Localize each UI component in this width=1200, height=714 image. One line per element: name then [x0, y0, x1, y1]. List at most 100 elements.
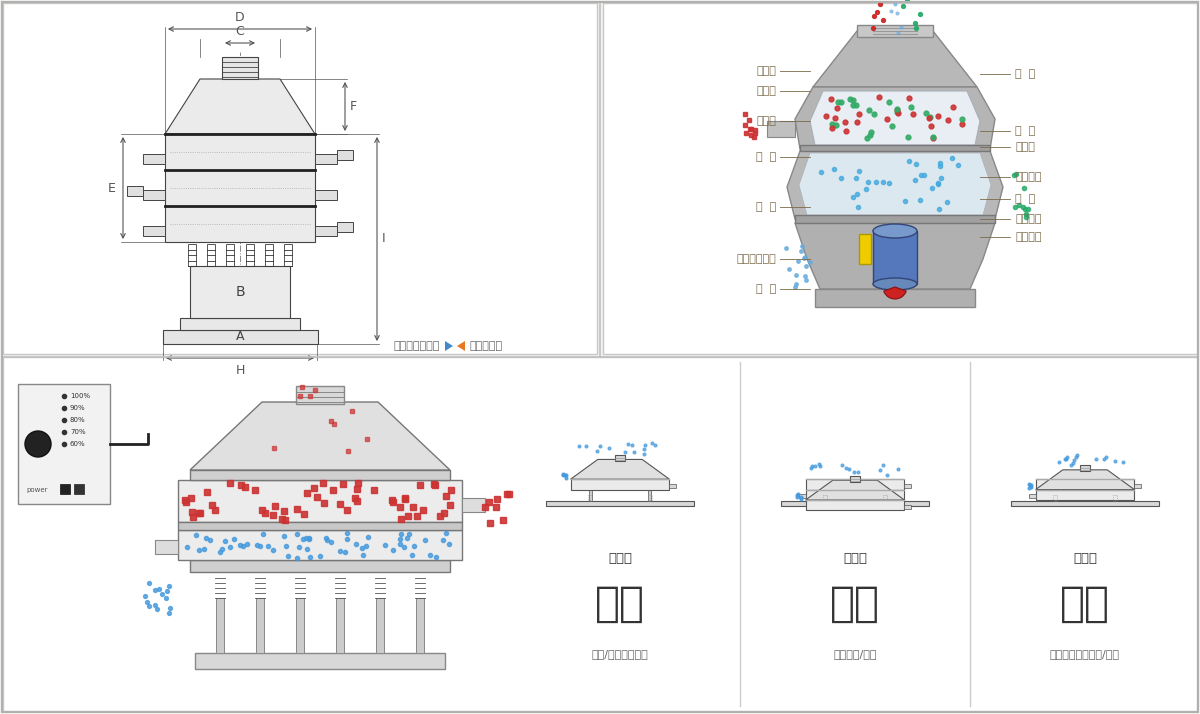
Bar: [178, 480, 462, 522]
Bar: [18, 384, 110, 504]
Polygon shape: [190, 402, 450, 470]
Bar: [155, 540, 178, 554]
Bar: [227, 244, 234, 266]
Bar: [337, 150, 353, 160]
Bar: [824, 490, 827, 501]
Bar: [614, 455, 625, 461]
Bar: [1114, 490, 1116, 501]
Text: 筛  盘: 筛 盘: [1015, 194, 1036, 204]
Bar: [166, 134, 314, 170]
Text: 加重块: 加重块: [1015, 142, 1034, 152]
Text: 单层式: 单层式: [608, 553, 632, 565]
Bar: [796, 215, 995, 223]
Polygon shape: [1036, 470, 1134, 490]
Bar: [246, 244, 253, 266]
Bar: [815, 289, 974, 307]
Text: 外形尺寸示意图: 外形尺寸示意图: [394, 341, 440, 351]
Bar: [2, 3, 598, 354]
Bar: [905, 505, 911, 509]
Bar: [314, 190, 337, 200]
Bar: [143, 154, 166, 164]
Polygon shape: [799, 153, 991, 215]
Text: 上部重锤: 上部重锤: [1015, 172, 1042, 182]
Bar: [194, 653, 445, 669]
Bar: [823, 495, 828, 500]
Polygon shape: [571, 459, 670, 479]
Bar: [857, 25, 934, 37]
Bar: [216, 598, 224, 653]
Bar: [462, 498, 485, 512]
Bar: [604, 3, 1198, 354]
Bar: [222, 57, 258, 79]
Bar: [1112, 495, 1117, 500]
Text: C: C: [235, 25, 245, 38]
Text: 出料口: 出料口: [756, 116, 776, 126]
Bar: [416, 598, 424, 653]
Text: F: F: [350, 100, 358, 113]
Bar: [859, 234, 871, 264]
Bar: [190, 560, 450, 572]
Text: 100%: 100%: [70, 393, 90, 399]
Polygon shape: [787, 151, 1003, 219]
Bar: [190, 266, 290, 318]
Polygon shape: [810, 91, 980, 145]
Bar: [805, 479, 905, 490]
Bar: [648, 490, 652, 501]
Bar: [60, 484, 70, 494]
Text: 除杂: 除杂: [1060, 583, 1110, 625]
Polygon shape: [805, 481, 905, 500]
Bar: [805, 500, 905, 511]
Text: B: B: [235, 285, 245, 299]
Text: 网  架: 网 架: [1015, 126, 1036, 136]
Text: 机  座: 机 座: [756, 284, 776, 294]
Bar: [178, 530, 462, 560]
Text: 去除液体中的颗粒/异物: 去除液体中的颗粒/异物: [1050, 649, 1120, 659]
Text: power: power: [26, 487, 48, 493]
Ellipse shape: [874, 224, 917, 238]
Bar: [180, 318, 300, 330]
Bar: [1030, 494, 1036, 498]
Bar: [284, 244, 292, 266]
Wedge shape: [883, 287, 906, 299]
Text: 60%: 60%: [70, 441, 85, 447]
Bar: [1036, 479, 1134, 490]
Bar: [1134, 484, 1141, 488]
Bar: [588, 495, 593, 500]
Bar: [1080, 465, 1091, 471]
Bar: [166, 206, 314, 242]
Bar: [314, 226, 337, 236]
Circle shape: [25, 431, 50, 457]
Bar: [805, 490, 905, 500]
Text: E: E: [108, 181, 116, 194]
Bar: [2, 357, 1198, 711]
Polygon shape: [166, 79, 314, 134]
Text: 筛  网: 筛 网: [1015, 69, 1036, 79]
Bar: [296, 386, 344, 404]
Bar: [800, 145, 990, 151]
Bar: [883, 490, 886, 501]
Bar: [670, 484, 676, 488]
Text: 三层式: 三层式: [842, 553, 866, 565]
Polygon shape: [457, 341, 466, 351]
Text: 弹  簧: 弹 簧: [756, 202, 776, 212]
Text: 双层式: 双层式: [1073, 553, 1097, 565]
Text: I: I: [382, 233, 385, 246]
Text: 束  环: 束 环: [756, 152, 776, 162]
Bar: [163, 330, 318, 344]
Bar: [648, 495, 652, 500]
Ellipse shape: [874, 278, 917, 290]
Text: 分级: 分级: [595, 583, 646, 625]
Bar: [799, 494, 805, 498]
Bar: [190, 470, 450, 480]
Bar: [336, 598, 344, 653]
Bar: [1054, 490, 1057, 501]
Bar: [188, 244, 196, 266]
Bar: [314, 154, 337, 164]
Bar: [1010, 501, 1159, 506]
Polygon shape: [814, 31, 977, 87]
Text: 颗粒/绿末准确分级: 颗粒/绿末准确分级: [592, 649, 648, 659]
Text: 运输固定螺栓: 运输固定螺栓: [737, 254, 776, 264]
Bar: [178, 522, 462, 530]
Text: D: D: [235, 11, 245, 24]
Bar: [571, 479, 670, 490]
